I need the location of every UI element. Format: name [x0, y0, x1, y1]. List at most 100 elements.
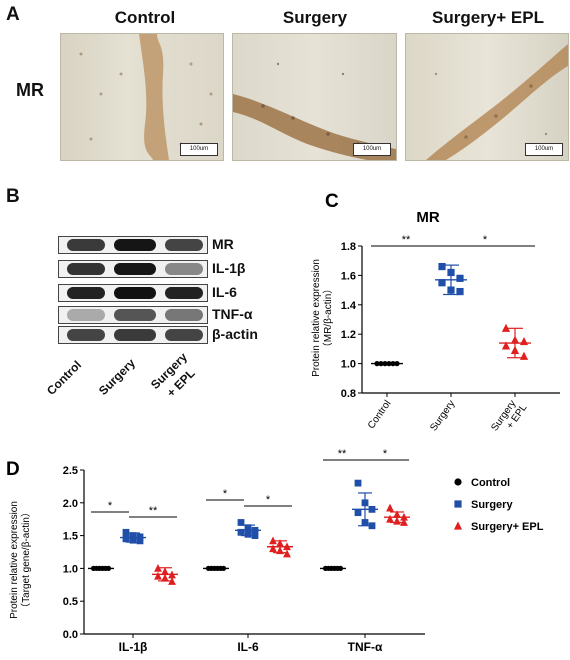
y-tick-label: 1.0: [63, 563, 78, 575]
data-point-square: [129, 536, 137, 544]
data-point-square: [438, 262, 446, 271]
blot-band: [114, 239, 156, 251]
y-tick-label: 0.0: [63, 629, 78, 641]
panel-d-legend: Control Surgery Surgery+ EPL: [453, 477, 544, 533]
panel-d-label: D: [6, 459, 20, 480]
x-category-label: Control: [366, 398, 394, 431]
data-point-square: [129, 532, 137, 539]
data-point-triangle: [393, 516, 401, 525]
legend-label: Control: [471, 477, 510, 489]
blot-band: [114, 263, 156, 275]
blot-band: [114, 309, 156, 321]
y-tick-label: 1.2: [341, 329, 356, 341]
significance-label: **: [402, 234, 411, 246]
data-point-triangle: [519, 336, 529, 346]
panel-a-title-surgery-epl: Surgery+ EPL: [432, 8, 544, 27]
data-point-triangle: [168, 577, 176, 585]
data-point-square: [237, 528, 245, 536]
scale-bar-surgery-epl: 100um: [525, 143, 563, 156]
micrograph-surgery-epl-texture: [426, 44, 568, 160]
panel-c-ylabel-2: （MR/β-actin）: [322, 284, 334, 353]
blot-label-il1b: IL-1β: [212, 260, 246, 276]
scale-bar-control: 100um: [180, 143, 218, 156]
data-point-circle: [105, 565, 112, 572]
blot-band: [114, 287, 156, 299]
data-point-triangle: [161, 567, 169, 576]
y-tick-label: 1.8: [341, 241, 356, 253]
data-point-circle: [337, 565, 344, 572]
blot-row-actin: [58, 326, 208, 344]
micrograph-surgery-epl: 100um: [405, 33, 569, 161]
data-point-square: [447, 268, 455, 277]
blot-band: [165, 263, 203, 275]
data-point-triangle: [154, 571, 162, 580]
data-point-triangle: [400, 518, 408, 526]
data-point-circle: [220, 565, 227, 572]
blot-band: [165, 239, 203, 251]
blot-row-il1b: [58, 260, 208, 278]
significance-label: **: [149, 505, 158, 517]
data-point-square: [438, 279, 446, 287]
data-point-triangle: [154, 564, 162, 572]
significance-label: *: [383, 448, 388, 460]
data-point-square: [244, 524, 252, 532]
data-point-square: [251, 532, 259, 539]
blot-label-tnfa: TNF-α: [212, 306, 253, 322]
panel-c-marks: ** *: [371, 234, 535, 367]
data-point-circle: [386, 361, 392, 367]
blot-label-mr: MR: [212, 236, 234, 252]
y-tick-label: 1.5: [63, 531, 78, 543]
data-point-triangle: [501, 323, 511, 332]
data-point-circle: [382, 361, 388, 367]
data-point-triangle: [276, 546, 284, 555]
panel-d-ylabel-2: （Target gene/β-actin）: [20, 507, 32, 613]
blot-label-il6: IL-6: [212, 284, 237, 300]
data-point-triangle: [168, 570, 176, 579]
y-tick-label: 2.0: [63, 498, 78, 510]
significance-label: *: [266, 494, 271, 506]
data-point-square: [122, 535, 130, 543]
data-point-square: [361, 519, 369, 526]
blot-band: [67, 239, 105, 251]
blot-band: [165, 287, 203, 299]
x-category-label: IL-6: [237, 640, 259, 654]
data-point-square: [237, 519, 245, 526]
significance-label: **: [338, 448, 347, 460]
legend-label: Surgery+ EPL: [471, 521, 544, 533]
panel-d-marks: * *** *** *: [88, 448, 410, 585]
data-point-triangle: [283, 542, 291, 551]
data-point-triangle: [510, 335, 520, 344]
data-point-square: [354, 509, 362, 517]
data-point-triangle: [386, 503, 394, 512]
data-point-circle: [454, 478, 462, 486]
panel-a-title-surgery: Surgery: [282, 8, 348, 27]
data-point-circle: [374, 361, 380, 367]
blot-label-actin: β-actin: [212, 326, 258, 342]
data-point-triangle: [400, 512, 408, 521]
data-point-square: [354, 479, 362, 487]
y-tick-label: 1.6: [341, 270, 356, 282]
panel-d-ylabel-1: Protein relative expression: [9, 501, 20, 619]
x-category-label: TNF-α: [348, 640, 383, 654]
data-point-square: [244, 530, 252, 538]
data-point-triangle: [276, 539, 284, 547]
data-point-square: [447, 286, 455, 294]
y-tick-label: 0.8: [341, 388, 356, 400]
panel-a-row-label: MR: [16, 80, 44, 100]
data-point-square: [456, 287, 464, 296]
data-point-square: [136, 537, 144, 545]
data-point-circle: [390, 361, 396, 367]
significance-label: *: [108, 500, 113, 512]
blot-band: [67, 263, 105, 275]
data-point-square: [368, 522, 376, 530]
data-point-circle: [378, 361, 384, 367]
blot-row-mr: [58, 236, 208, 254]
y-tick-label: 1.0: [341, 359, 356, 371]
data-point-triangle: [453, 521, 463, 530]
data-point-square: [456, 274, 464, 282]
data-point-square: [368, 505, 376, 513]
blot-band: [67, 329, 105, 341]
micrograph-surgery: 100um: [232, 33, 397, 161]
data-point-square: [122, 528, 130, 536]
